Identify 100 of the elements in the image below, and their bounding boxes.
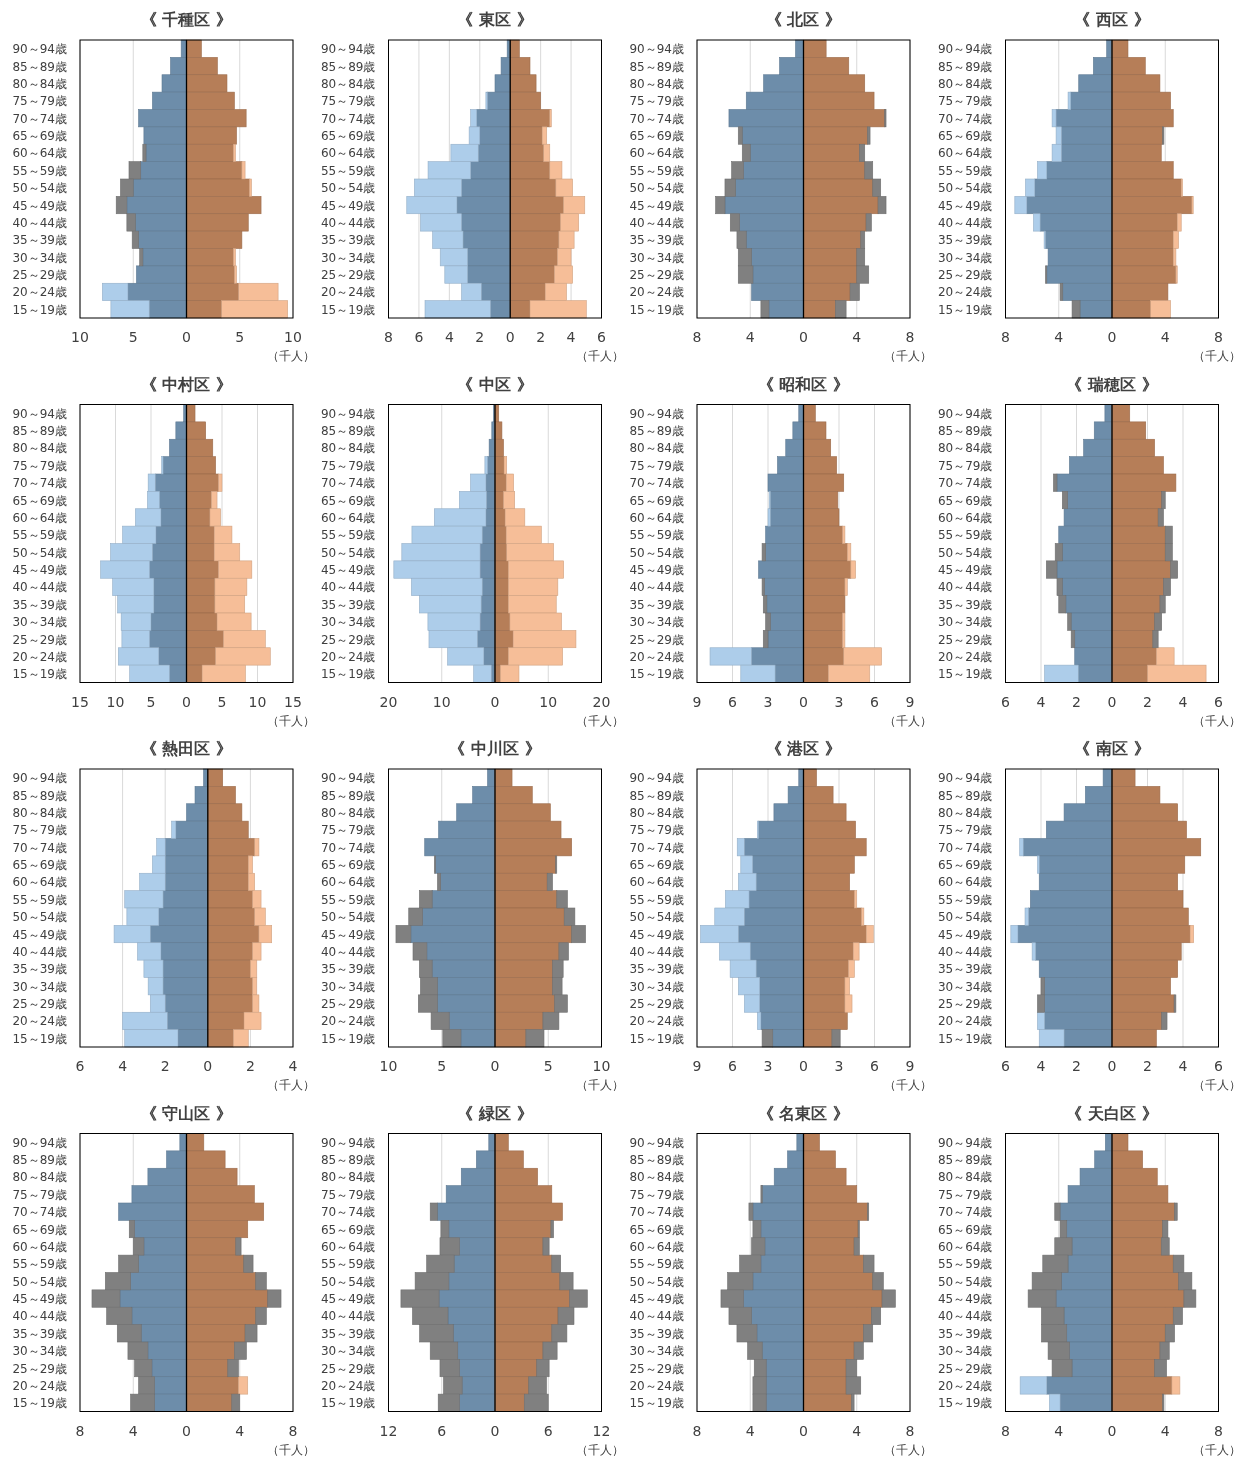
x-tick-label: 4	[1178, 1058, 1188, 1074]
y-tick-label: 25～29歳	[629, 997, 684, 1012]
y-tick-label: 30～34歳	[937, 979, 993, 994]
x-tick-label: 15	[284, 693, 302, 710]
y-tick-label: 20～24歳	[320, 1014, 376, 1029]
y-tick-label: 45～49歳	[320, 927, 376, 942]
x-tick-label: 6	[414, 329, 424, 345]
chart-title: 《 緑区 》	[457, 1103, 533, 1123]
x-axis-title: （千人）	[884, 713, 932, 728]
y-tick-label: 75～79歳	[629, 94, 684, 109]
y-tick-label: 85～89歳	[937, 424, 993, 439]
y-tick-label: 90～94歳	[629, 42, 684, 57]
y-tick-label: 25～29歳	[320, 632, 376, 647]
x-tick-label: 4	[118, 1058, 128, 1074]
x-tick-label: 2	[245, 1058, 255, 1074]
x-tick-label: 5	[146, 693, 156, 710]
y-tick-label: 35～39歳	[320, 962, 376, 977]
y-tick-label: 20～24歳	[937, 1378, 993, 1393]
y-tick-label: 75～79歳	[629, 458, 684, 473]
y-tick-label: 80～84歳	[12, 1170, 67, 1185]
chart-title: 《 南区 》	[1074, 739, 1150, 758]
y-tick-label: 50～54歳	[320, 181, 376, 196]
x-tick-label: 2	[1072, 693, 1081, 710]
x-tick-label: 0	[799, 1422, 808, 1439]
y-tick-label: 55～59歳	[12, 1257, 67, 1272]
x-axis-title: （千人）	[267, 349, 315, 363]
y-tick-label: 25～29歳	[629, 268, 684, 283]
x-tick-label: 4	[128, 1422, 138, 1439]
y-tick-label: 65～69歳	[629, 858, 684, 873]
x-tick-label: 20	[592, 693, 611, 710]
y-tick-label: 35～39歳	[937, 1326, 993, 1341]
y-tick-label: 30～34歳	[320, 979, 376, 994]
y-tick-label: 65～69歳	[937, 1222, 993, 1237]
y-tick-label: 70～74歳	[12, 476, 67, 491]
y-tick-label: 90～94歳	[937, 406, 993, 421]
y-tick-label: 45～49歳	[12, 563, 67, 578]
y-tick-label: 20～24歳	[937, 649, 993, 664]
y-tick-label: 35～39歳	[629, 1326, 684, 1341]
x-tick-label: 9	[905, 693, 915, 710]
x-tick-label: 6	[597, 329, 607, 345]
y-tick-label: 60～64歳	[629, 510, 684, 525]
chart-title: 《 天白区 》	[1066, 1103, 1158, 1123]
y-tick-label: 45～49歳	[12, 1292, 67, 1307]
x-axis-title: （千人）	[1192, 1442, 1241, 1457]
x-tick-label: 8	[692, 1422, 702, 1439]
y-tick-label: 85～89歳	[937, 59, 993, 74]
x-tick-label: 10	[592, 1058, 611, 1074]
x-tick-label: 10	[284, 329, 302, 345]
y-tick-label: 85～89歳	[320, 788, 376, 803]
x-tick-label: 10	[71, 329, 89, 345]
y-tick-label: 80～84歳	[937, 76, 993, 91]
x-tick-label: 4	[1160, 1422, 1170, 1439]
x-tick-label: 2	[160, 1058, 170, 1074]
y-tick-label: 85～89歳	[12, 1153, 67, 1168]
y-tick-label: 30～34歳	[12, 250, 67, 265]
y-tick-label: 90～94歳	[12, 406, 67, 421]
chart-title: 《 千種区 》	[140, 10, 233, 29]
y-tick-label: 20～24歳	[320, 1378, 376, 1393]
y-tick-label: 15～19歳	[12, 1031, 67, 1046]
y-tick-label: 45～49歳	[629, 1292, 684, 1307]
y-tick-label: 75～79歳	[12, 94, 67, 109]
y-tick-label: 50～54歳	[937, 545, 993, 560]
y-tick-label: 60～64歳	[937, 510, 993, 525]
x-tick-label: 6	[870, 1058, 880, 1074]
x-tick-label: 10	[248, 693, 267, 710]
y-tick-label: 70～74歳	[937, 840, 993, 855]
y-tick-label: 50～54歳	[937, 910, 993, 925]
y-tick-label: 60～64歳	[320, 146, 376, 161]
y-tick-label: 70～74歳	[12, 840, 67, 855]
y-tick-label: 20～24歳	[629, 1378, 684, 1393]
x-tick-label: 6	[1214, 693, 1224, 710]
y-tick-label: 40～44歳	[12, 580, 67, 595]
x-tick-label: 0	[799, 1058, 808, 1074]
y-tick-label: 35～39歳	[629, 233, 684, 248]
x-tick-label: 3	[763, 1058, 773, 1074]
chart-title: 《 東区 》	[457, 10, 533, 29]
y-tick-label: 45～49歳	[629, 198, 684, 213]
y-tick-label: 15～19歳	[12, 302, 67, 317]
y-tick-label: 65～69歳	[629, 129, 684, 144]
y-tick-label: 60～64歳	[629, 146, 684, 161]
y-tick-label: 15～19歳	[320, 302, 376, 317]
y-tick-label: 40～44歳	[629, 1309, 684, 1324]
x-tick-label: 3	[834, 693, 844, 710]
x-tick-label: 4	[745, 1422, 755, 1439]
x-tick-label: 6	[1001, 1058, 1011, 1074]
y-tick-label: 15～19歳	[320, 1396, 376, 1411]
y-tick-label: 80～84歳	[320, 805, 376, 820]
y-tick-label: 25～29歳	[320, 1361, 376, 1376]
x-axis-title: （千人）	[1192, 713, 1241, 728]
x-tick-label: 12	[592, 1422, 611, 1439]
y-tick-label: 70～74歳	[937, 111, 993, 126]
y-tick-label: 55～59歳	[320, 892, 376, 907]
y-tick-label: 60～64歳	[12, 1239, 67, 1254]
y-tick-label: 80～84歳	[937, 441, 993, 456]
x-axis-title: （千人）	[575, 713, 624, 728]
y-tick-label: 50～54歳	[629, 1274, 684, 1289]
chart-title: 《 名東区 》	[757, 1103, 850, 1123]
y-tick-label: 50～54歳	[12, 910, 67, 925]
y-tick-label: 75～79歳	[12, 1187, 67, 1202]
y-tick-label: 50～54歳	[12, 181, 67, 196]
